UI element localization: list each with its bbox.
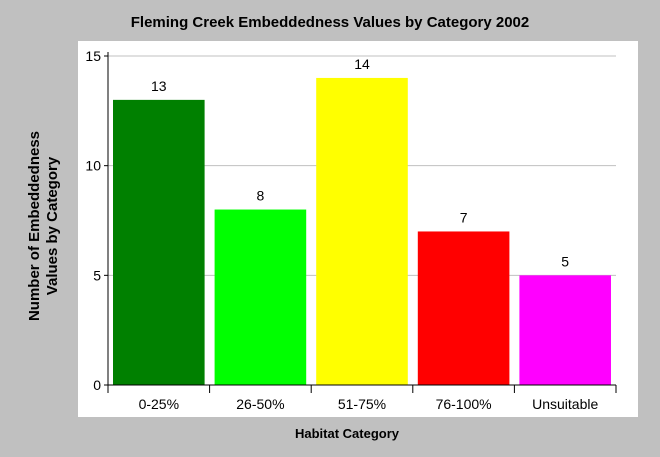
- bar-0-25%: [113, 99, 205, 385]
- x-tick-label-Unsuitable: Unsuitable: [532, 396, 598, 412]
- data-label-0-25%: 13: [151, 78, 167, 94]
- x-tick-label-0-25%: 0-25%: [139, 396, 179, 412]
- data-label-26-50%: 8: [257, 188, 265, 204]
- chart-title: Fleming Creek Embeddedness Values by Cat…: [130, 14, 530, 31]
- bar-76-100%: [417, 231, 510, 385]
- y-tick-label-0: 0: [93, 377, 101, 393]
- bar-51-75%: [316, 77, 408, 385]
- data-label-76-100%: 7: [460, 209, 468, 225]
- x-tick-label-26-50%: 26-50%: [236, 396, 284, 412]
- y-tick-label-10: 10: [85, 158, 101, 174]
- x-tick-label-76-100%: 76-100%: [436, 396, 492, 412]
- y-tick-label-15: 15: [85, 48, 101, 64]
- data-label-Unsuitable: 5: [561, 253, 569, 269]
- bar-Unsuitable: [519, 275, 611, 385]
- x-tick-label-51-75%: 51-75%: [338, 396, 386, 412]
- bar-26-50%: [214, 209, 307, 385]
- data-label-51-75%: 14: [354, 56, 370, 72]
- x-axis-label: Habitat Category: [294, 426, 400, 441]
- y-tick-label-5: 5: [93, 267, 101, 283]
